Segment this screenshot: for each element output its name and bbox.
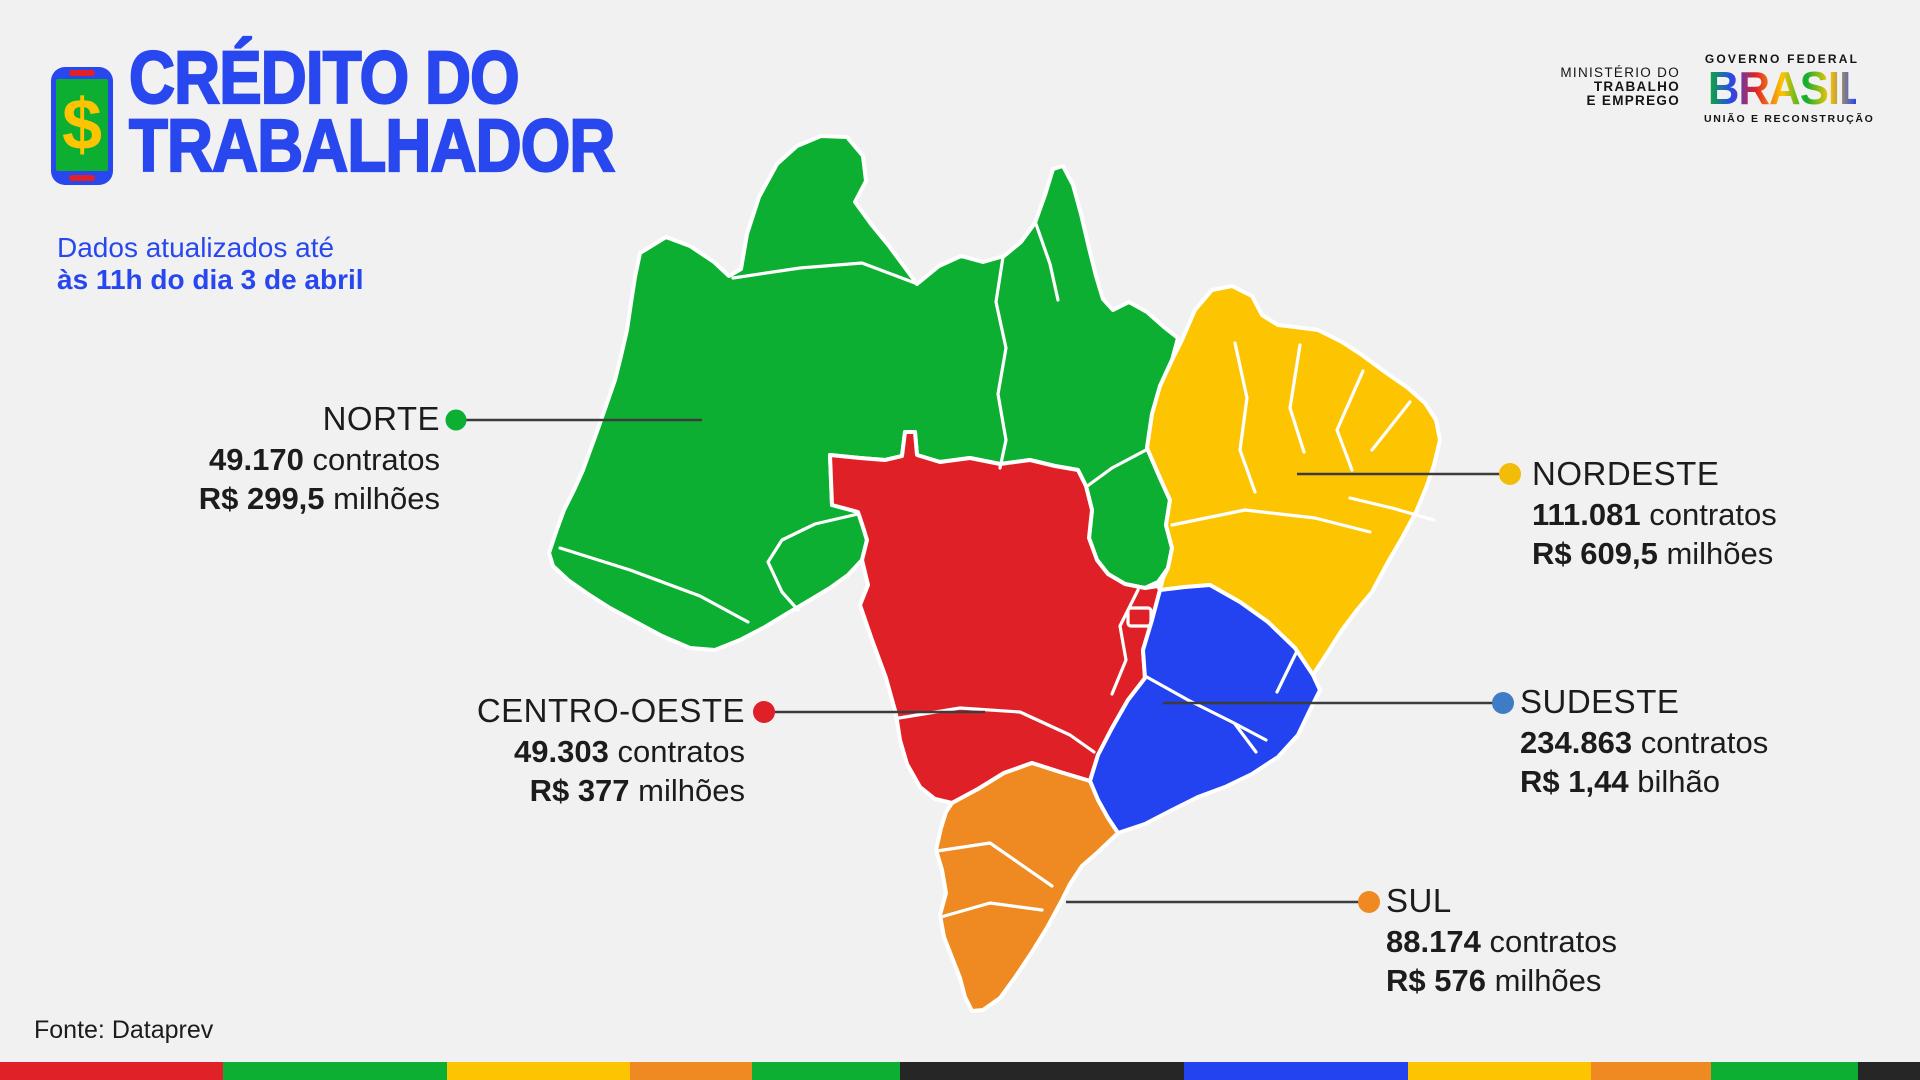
callout-dot-sudeste [1492, 692, 1514, 714]
state-border-rn [1370, 400, 1412, 452]
state-border-amapa [1034, 222, 1060, 302]
region-label-sul: SUL 88.174 contratos R$ 576 milhões [1386, 881, 1617, 999]
region-name: SUDESTE [1520, 683, 1680, 720]
ministry-logo: MINISTÉRIO DO TRABALHO E EMPREGO [1560, 66, 1680, 107]
state-border-rondonia [766, 512, 860, 612]
stripe-segment [752, 1062, 900, 1080]
contracts-value: 88.174 [1386, 924, 1481, 959]
state-border-rj-mg [1233, 722, 1258, 754]
stripe-segment [1858, 1062, 1920, 1080]
state-border-piaui-ceara [1288, 343, 1306, 454]
state-border-es-mg [1275, 649, 1299, 694]
state-border-pr-sc [935, 841, 1054, 888]
phone-screen: $ [56, 79, 108, 171]
state-border-acre [558, 546, 750, 624]
region-name: CENTRO-OESTE [476, 692, 745, 729]
contracts-label: contratos [617, 734, 745, 769]
footer-stripe [0, 1062, 1920, 1080]
amount-value: R$ 576 [1386, 963, 1486, 998]
contracts-value: 234.863 [1520, 725, 1633, 760]
contracts-label: contratos [312, 442, 440, 477]
stripe-segment [900, 1062, 1184, 1080]
updated-info-line2: às 11h do dia 3 de abril [57, 264, 364, 295]
state-border-bahia-north [1170, 508, 1372, 534]
brasil-wordmark: BRASIL [1707, 62, 1866, 114]
state-border-ceara [1335, 369, 1365, 472]
region-label-norte: NORTE 49.170 contratos R$ 299,5 milhões [199, 399, 440, 517]
region-name: NORDESTE [1532, 455, 1720, 492]
page-title-line1: CRÉDITO DO [128, 36, 521, 119]
distrito-federal-outline [1126, 606, 1153, 628]
state-border-sc-rs [939, 901, 1044, 919]
amount-label: milhões [1494, 963, 1602, 998]
region-label-nordeste: NORDESTE 111.081 contratos R$ 609,5 milh… [1532, 454, 1777, 572]
amount-value: R$ 1,44 [1520, 764, 1629, 799]
amount-value: R$ 609,5 [1532, 536, 1658, 571]
contracts-label: contratos [1649, 497, 1777, 532]
state-border-roraima [731, 261, 917, 285]
page-title: CRÉDITO DO TRABALHADOR [128, 36, 616, 187]
stripe-segment [1408, 1062, 1591, 1080]
callout-dot-norte [445, 409, 467, 431]
governo-federal-logo: GOVERNO FEDERAL BRASIL UNIÃO E RECONSTRU… [1704, 52, 1875, 125]
stripe-segment [1711, 1062, 1858, 1080]
phone-speaker-bar [69, 70, 95, 76]
contracts-value: 111.081 [1532, 497, 1641, 532]
dollar-icon: $ [61, 85, 103, 165]
region-label-sudeste: SUDESTE 234.863 contratos R$ 1,44 bilhão [1520, 682, 1768, 800]
updated-info: Dados atualizados até às 11h do dia 3 de… [57, 232, 364, 296]
contracts-label: contratos [1640, 725, 1769, 760]
region-label-centro-oeste: CENTRO-OESTE 49.303 contratos R$ 377 mil… [477, 691, 745, 809]
phone-home-bar [69, 175, 95, 181]
region-name: NORTE [322, 400, 440, 437]
phone-dollar-icon: $ [51, 67, 113, 185]
stripe-segment [1184, 1062, 1408, 1080]
state-border-maranhao-piaui [1233, 341, 1257, 494]
ministry-line1: MINISTÉRIO DO [1560, 65, 1680, 80]
callout-dot-centro-oeste [753, 701, 775, 723]
amount-label: bilhão [1637, 764, 1720, 799]
stripe-segment [447, 1062, 630, 1080]
ministry-line2: TRABALHO [1593, 78, 1680, 94]
stripe-segment [0, 1062, 223, 1080]
callout-dot-sul [1358, 891, 1380, 913]
governo-federal-label: GOVERNO FEDERAL [1704, 52, 1860, 66]
amount-value: R$ 377 [529, 773, 630, 808]
region-sul [934, 761, 1120, 1013]
amount-label: milhões [333, 481, 440, 516]
region-nordeste [1145, 284, 1442, 677]
callout-dot-nordeste [1499, 463, 1521, 485]
stripe-segment [630, 1062, 752, 1080]
updated-info-line1: Dados atualizados até [57, 232, 335, 263]
amount-value: R$ 299,5 [198, 481, 325, 516]
state-border-sp-mg [1143, 674, 1268, 742]
uniao-reconstrucao-label: UNIÃO E RECONSTRUÇÃO [1704, 113, 1875, 125]
state-border-pernambuco [1348, 496, 1436, 522]
stripe-segment [1591, 1062, 1711, 1080]
stripe-segment [223, 1062, 447, 1080]
page-title-line2: TRABALHADOR [128, 104, 616, 187]
source-note: Fonte: Dataprev [34, 1016, 214, 1044]
state-border-tocantins-para [1084, 448, 1148, 489]
contracts-value: 49.303 [514, 734, 609, 769]
amount-label: milhões [638, 773, 745, 808]
contracts-value: 49.170 [209, 442, 304, 477]
region-name: SUL [1386, 882, 1452, 919]
ministry-line3: E EMPREGO [1586, 92, 1680, 108]
contracts-label: contratos [1489, 924, 1617, 959]
state-border-amazonas-para [994, 255, 1008, 470]
amount-label: milhões [1666, 536, 1774, 571]
